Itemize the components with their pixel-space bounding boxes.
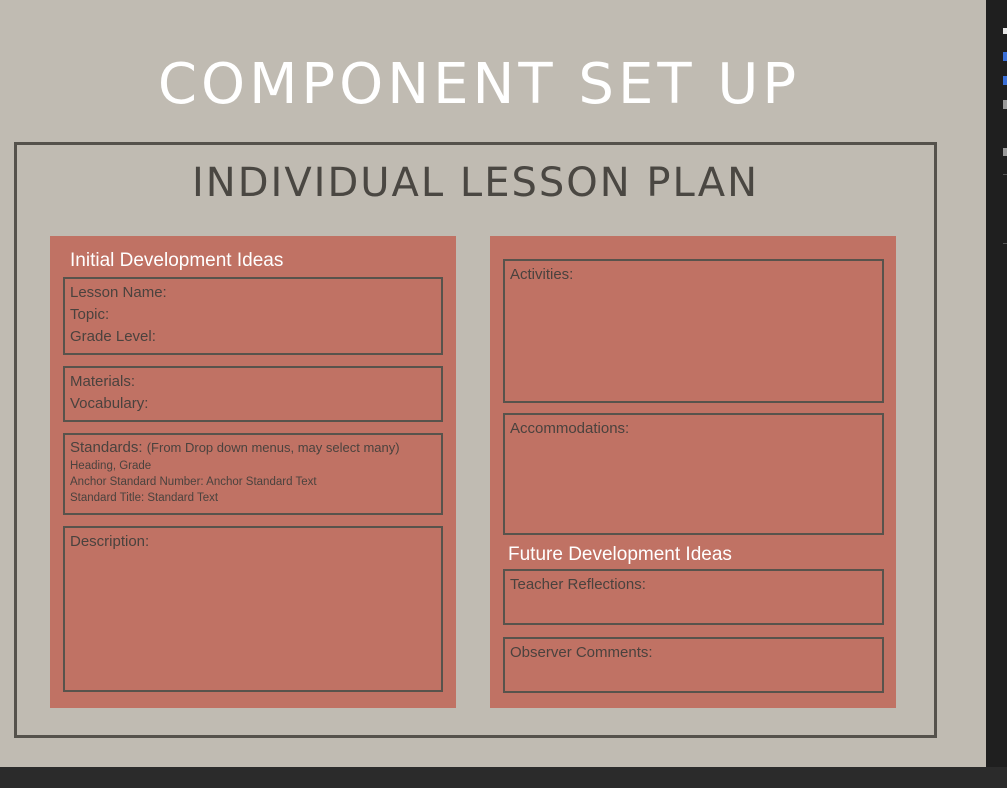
side-panel-divider — [1003, 174, 1007, 175]
side-panel-strip — [986, 0, 1007, 767]
activities-label: Activities: — [510, 266, 574, 283]
observer-comments-label: Observer Comments: — [510, 644, 653, 661]
right-plan-panel: Activities: Accommodations: Future Devel… — [490, 236, 896, 708]
slide-canvas: COMPONENT SET UP INDIVIDUAL LESSON PLAN … — [0, 0, 986, 767]
bottom-bar — [0, 767, 1007, 788]
side-panel-mark — [1003, 76, 1007, 85]
accommodations-box[interactable]: Accommodations: — [503, 413, 884, 535]
grade-level-label: Grade Level: — [70, 328, 156, 345]
side-panel-mark — [1003, 52, 1007, 61]
topic-label: Topic: — [70, 306, 110, 323]
teacher-reflections-label: Teacher Reflections: — [510, 576, 646, 593]
standards-hint: (From Drop down menus, may select many) — [146, 440, 400, 455]
side-panel-mark — [1003, 28, 1007, 34]
side-panel-mark — [1003, 100, 1007, 109]
initial-development-panel: Initial Development Ideas Lesson Name: T… — [50, 236, 456, 708]
description-box[interactable]: Description: — [63, 526, 443, 692]
standards-line-title: Standard Title: Standard Text — [70, 492, 219, 504]
materials-box[interactable]: Materials: Vocabulary: — [63, 366, 443, 422]
materials-label: Materials: — [70, 373, 136, 390]
initial-development-heading: Initial Development Ideas — [70, 250, 284, 271]
observer-comments-box[interactable]: Observer Comments: — [503, 637, 884, 693]
side-panel-divider — [1003, 243, 1007, 244]
teacher-reflections-box[interactable]: Teacher Reflections: — [503, 569, 884, 625]
activities-box[interactable]: Activities: — [503, 259, 884, 403]
future-development-heading: Future Development Ideas — [508, 544, 732, 565]
slide-title: COMPONENT SET UP — [157, 52, 801, 117]
lesson-plan-title: INDIVIDUAL LESSON PLAN — [192, 160, 759, 206]
lesson-basics-box[interactable]: Lesson Name: Topic: Grade Level: — [63, 277, 443, 355]
lesson-name-label: Lesson Name: — [70, 284, 167, 301]
standards-box[interactable]: Standards: (From Drop down menus, may se… — [63, 433, 443, 515]
lesson-plan-frame: INDIVIDUAL LESSON PLAN — [14, 142, 937, 738]
description-label: Description: — [70, 533, 150, 550]
standards-line-anchor: Anchor Standard Number: Anchor Standard … — [70, 476, 317, 488]
accommodations-label: Accommodations: — [510, 420, 630, 437]
standards-line-heading: Heading, Grade — [70, 460, 152, 472]
vocabulary-label: Vocabulary: — [70, 395, 149, 412]
standards-label: Standards: — [70, 439, 143, 456]
side-panel-mark — [1003, 148, 1007, 156]
